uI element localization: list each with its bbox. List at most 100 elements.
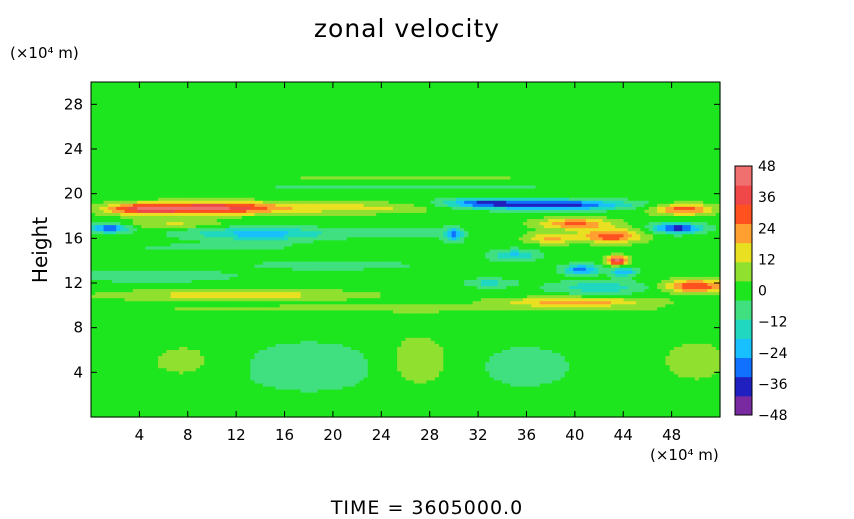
heatmap-cell	[229, 118, 235, 123]
heatmap-cell	[535, 112, 541, 117]
heatmap-cell	[694, 94, 700, 98]
heatmap-cell	[216, 91, 222, 95]
heatmap-cell	[422, 97, 428, 101]
heatmap-cell	[409, 103, 415, 107]
heatmap-cell	[216, 115, 222, 120]
heatmap-cell	[455, 109, 461, 114]
heatmap-cell	[220, 91, 226, 95]
heatmap-cell	[678, 91, 683, 95]
heatmap-cell	[384, 97, 390, 101]
heatmap-cell	[241, 100, 247, 104]
heatmap-cell	[250, 85, 256, 89]
heatmap-cell	[99, 103, 105, 107]
heatmap-cell	[91, 97, 96, 101]
heatmap-cell	[392, 100, 398, 104]
heatmap-cell	[380, 103, 386, 107]
heatmap-cell	[99, 97, 105, 101]
heatmap-cell	[237, 106, 243, 111]
heatmap-cell	[187, 112, 193, 117]
heatmap-cell	[166, 109, 172, 114]
heatmap-cell	[581, 112, 587, 117]
heatmap-cell	[288, 106, 293, 111]
heatmap-cell	[506, 103, 511, 107]
heatmap-cell	[682, 94, 688, 98]
heatmap-cell	[434, 118, 440, 123]
heatmap-cell	[648, 85, 654, 89]
heatmap-cell	[418, 85, 423, 89]
heatmap-cell	[170, 103, 176, 107]
heatmap-cell	[657, 85, 662, 89]
heatmap-cell	[535, 85, 541, 89]
heatmap-cell	[346, 115, 352, 120]
heatmap-cell	[447, 115, 453, 120]
heatmap-cell	[560, 100, 566, 104]
heatmap-cell	[527, 112, 532, 117]
heatmap-cell	[610, 118, 616, 123]
heatmap-cell	[237, 115, 243, 120]
heatmap-cell	[212, 85, 218, 89]
heatmap-cell	[619, 82, 625, 86]
heatmap-cell	[535, 91, 541, 95]
heatmap-cell	[636, 82, 641, 86]
heatmap-cell	[103, 88, 109, 92]
heatmap-cell	[304, 85, 310, 89]
heatmap-cell	[279, 100, 285, 104]
heatmap-cell	[149, 91, 155, 95]
heatmap-cell	[158, 109, 163, 114]
heatmap-cell	[334, 82, 339, 86]
heatmap-cell	[346, 94, 352, 98]
heatmap-cell	[434, 94, 440, 98]
heatmap-cell	[179, 100, 184, 104]
heatmap-cell	[313, 118, 319, 123]
heatmap-cell	[506, 91, 511, 95]
heatmap-cell	[363, 109, 369, 114]
heatmap-cell	[682, 118, 688, 123]
heatmap-cell	[342, 109, 348, 114]
heatmap-cell	[439, 91, 444, 95]
heatmap-cell	[208, 82, 214, 86]
heatmap-cell	[413, 100, 419, 104]
heatmap-cell	[644, 94, 650, 98]
heatmap-cell	[350, 97, 356, 101]
heatmap-cell	[187, 106, 193, 111]
heatmap-cell	[271, 118, 277, 123]
heatmap-cell	[279, 118, 285, 123]
heatmap-cell	[304, 118, 310, 123]
heatmap-cell	[288, 94, 293, 98]
heatmap-cell	[711, 118, 717, 123]
heatmap-cell	[644, 85, 650, 89]
heatmap-cell	[246, 100, 251, 104]
heatmap-cell	[631, 100, 637, 104]
heatmap-cell	[288, 91, 293, 95]
heatmap-cell	[640, 82, 646, 86]
heatmap-cell	[304, 91, 310, 95]
heatmap-cell	[241, 82, 247, 86]
heatmap-cell	[476, 82, 482, 86]
heatmap-cell	[514, 88, 520, 92]
heatmap-cell	[254, 118, 260, 123]
heatmap-cell	[170, 109, 176, 114]
heatmap-cell	[191, 88, 197, 92]
heatmap-cell	[543, 106, 549, 111]
heatmap-cell	[598, 109, 604, 114]
heatmap-cell	[464, 118, 469, 123]
heatmap-cell	[212, 94, 218, 98]
heatmap-cell	[149, 115, 155, 120]
heatmap-cell	[694, 115, 700, 120]
heatmap-cell	[711, 82, 717, 86]
heatmap-cell	[99, 94, 105, 98]
heatmap-cell	[174, 109, 180, 114]
heatmap-cell	[132, 91, 138, 95]
heatmap-cell	[468, 115, 474, 120]
heatmap-cell	[376, 118, 381, 123]
heatmap-cell	[451, 100, 457, 104]
heatmap-cell	[359, 118, 365, 123]
heatmap-cell	[325, 100, 331, 104]
heatmap-cell	[556, 88, 562, 92]
heatmap-cell	[111, 85, 117, 89]
heatmap-cell	[233, 100, 239, 104]
heatmap-cell	[661, 91, 667, 95]
heatmap-cell	[149, 109, 155, 114]
heatmap-cell	[409, 85, 415, 89]
heatmap-cell	[392, 106, 398, 111]
